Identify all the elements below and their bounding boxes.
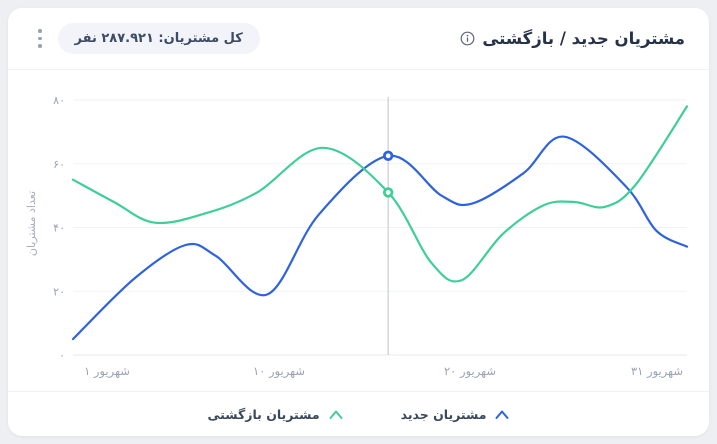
title-group: مشتریان جدید / بازگشتی [459, 29, 685, 48]
legend-returning-line-icon [329, 410, 343, 419]
chart-area[interactable]: ۰ ۲۰ ۴۰ ۶۰ ۸۰ ۱ شهریور ۱۰ شهریور ۲۰ شهریور ۳۱ شه… [8, 70, 709, 391]
series-line [71, 135, 689, 341]
x-axis-tick-label: ۱۰ شهریور [253, 364, 305, 379]
legend-divider [8, 391, 709, 392]
legend-label: مشتریان بازگشتی [207, 406, 320, 422]
customers-chart-card: مشتریان جدید / بازگشتی کل مشتریان: ۲۸۷.۹… [8, 8, 709, 436]
x-axis-tick-label: ۳۱ شهریور [631, 364, 683, 379]
y-axis-tick-label: ۶۰ [53, 158, 65, 171]
header-divider [8, 69, 709, 70]
hover-marker [382, 187, 394, 198]
y-axis-tick-label: ۰ [59, 349, 65, 362]
series-line [71, 105, 689, 283]
y-axis-tick-label: ۸۰ [53, 94, 65, 107]
chart-legend: مشتریان جدید مشتریان بازگشتی [8, 392, 709, 436]
x-axis-tick-label: ۱ شهریور [84, 364, 130, 379]
kebab-menu-icon[interactable] [32, 25, 48, 52]
y-axis-tick-label: ۴۰ [53, 222, 65, 235]
info-icon[interactable] [459, 31, 475, 47]
total-customers-badge: کل مشتریان: ۲۸۷.۹۲۱ نفر [57, 23, 260, 54]
card-header: مشتریان جدید / بازگشتی کل مشتریان: ۲۸۷.۹… [8, 8, 709, 69]
hover-marker [382, 150, 394, 161]
y-axis-title: تعداد مشتریان [25, 191, 38, 256]
header-controls: کل مشتریان: ۲۸۷.۹۲۱ نفر [32, 23, 260, 54]
legend-label: مشتریان جدید [400, 406, 487, 422]
x-axis-tick-label: ۲۰ شهریور [444, 364, 496, 379]
legend-item-returning-customers[interactable]: مشتریان بازگشتی [208, 407, 343, 422]
legend-item-new-customers[interactable]: مشتریان جدید [401, 407, 510, 422]
legend-new-line-icon [495, 410, 509, 419]
y-axis-tick-label: ۲۰ [53, 285, 65, 298]
line-chart-canvas[interactable]: ۰ ۲۰ ۴۰ ۶۰ ۸۰ ۱ شهریور ۱۰ شهریور ۲۰ شهریور ۳۱ شه… [8, 70, 709, 391]
page-title: مشتریان جدید / بازگشتی [482, 29, 685, 48]
